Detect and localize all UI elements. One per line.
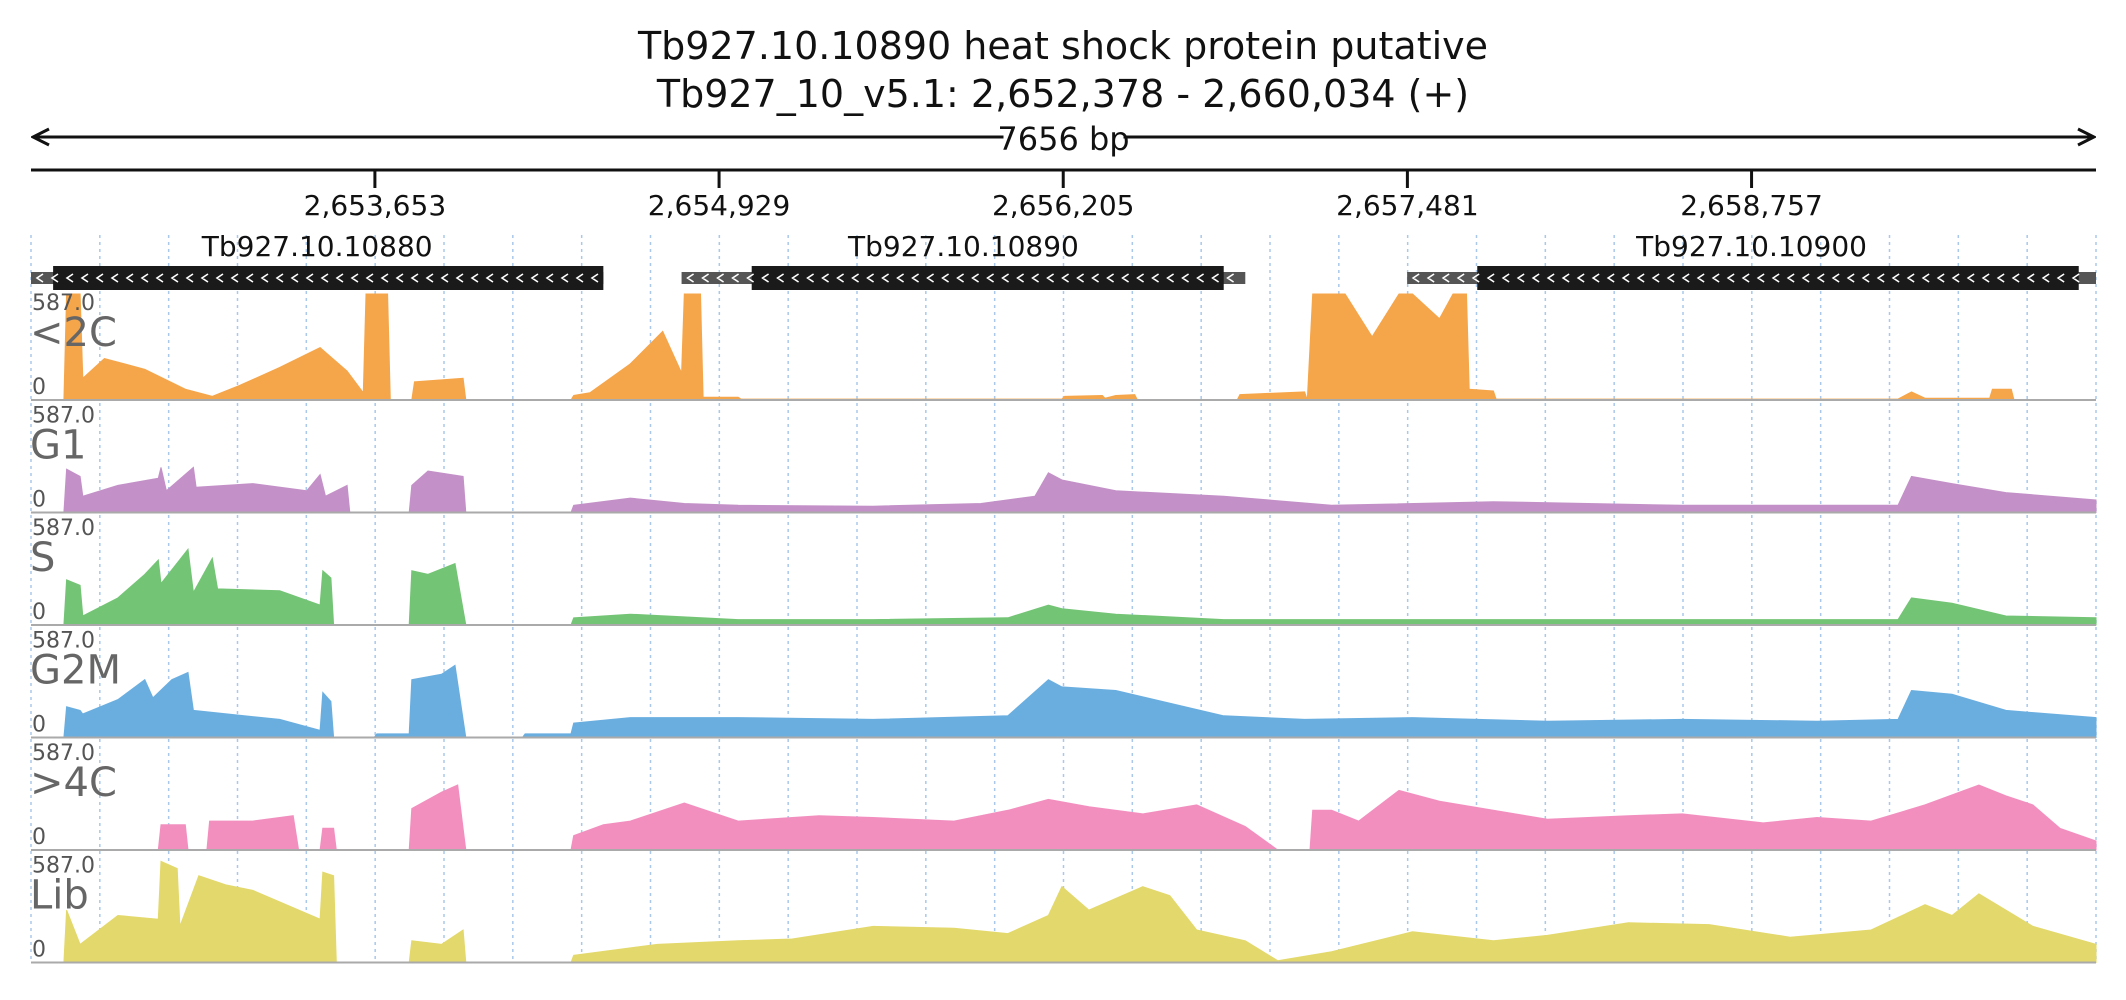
ruler-tick-label: 2,657,481 [1336,189,1479,222]
coverage-track: 587.0 0 G2M [30,629,2097,739]
track-name-label: >4C [30,760,117,806]
track-ymin-label: 0 [32,600,46,625]
strand-chevrons [35,273,599,283]
coverage-track: 587.0 0 >4C [30,741,2097,851]
coverage-track: 587.0 0 S [30,516,2097,626]
strand-chevrons [686,273,1235,283]
chart-title: Tb927.10.10890 heat shock protein putati… [637,24,1489,68]
gene-cds [1477,266,2079,290]
track-ymax-label: 587.0 [32,404,95,429]
span-label: 7656 bp [997,120,1129,158]
track-ymax-label: 587.0 [32,854,95,879]
track-ymin-label: 0 [32,713,46,738]
track-ymax-label: 587.0 [32,516,95,541]
gene-track: Tb927.10.10880 Tb927.10.10890 Tb927.10.109… [31,230,2096,290]
strand-chevrons [1411,273,2080,283]
ruler-tick-label: 2,656,205 [992,189,1135,222]
coordinate-ruler: 7656 bp 2,653,653 2,654,929 2,656,205 2,657,… [31,120,2096,222]
coverage-tracks: 587.00<2C587.00G1587.00S587.00G2M587.00>… [30,291,2097,964]
track-ymax-label: 587.0 [32,291,95,316]
track-ymax-label: 587.0 [32,629,95,654]
track-ymin-label: 0 [32,375,46,400]
ruler-tick-label: 2,658,757 [1680,189,1823,222]
vertical-gridlines [30,235,2097,962]
coverage-area [31,860,2097,963]
track-ymin-label: 0 [32,488,46,513]
track-name-label: Lib [30,873,89,919]
gene-label: Tb927.10.10890 [847,230,1079,263]
coverage-track: 587.0 0 <2C [30,291,2096,401]
coverage-track: 587.0 0 Lib [30,854,2097,964]
gene-label: Tb927.10.10880 [201,230,433,263]
chart-subtitle: Tb927_10_v5.1: 2,652,378 - 2,660,034 (+) [656,72,1470,116]
ruler-tick-label: 2,653,653 [304,189,447,222]
coverage-area [31,784,2097,851]
track-ymin-label: 0 [32,825,46,850]
track-name-label: S [30,535,55,581]
coverage-track: 587.0 0 G1 [30,404,2097,514]
track-name-label: <2C [30,310,117,356]
track-name-label: G2M [30,648,121,694]
ruler-tick-label: 2,654,929 [648,189,791,222]
track-ymin-label: 0 [32,938,46,963]
gene-cds [53,266,604,290]
gene-label: Tb927.10.10900 [1635,230,1867,263]
track-ymax-label: 587.0 [32,741,95,766]
track-name-label: G1 [30,423,86,469]
coverage-area [31,547,2097,626]
